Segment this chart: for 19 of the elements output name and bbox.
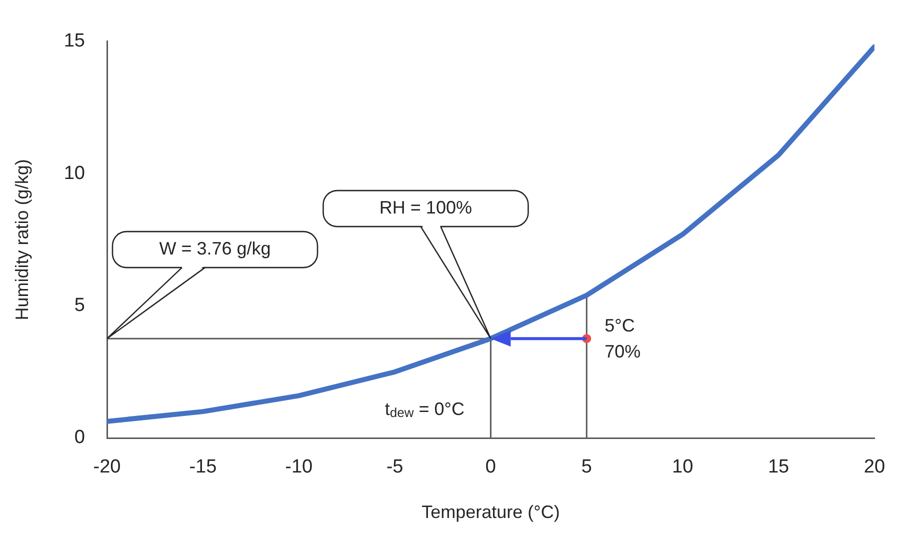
y-tick-label: 0 xyxy=(74,427,85,448)
y-tick-label: 5 xyxy=(74,295,85,316)
x-tick-label: -10 xyxy=(285,456,313,478)
y-tick-label: 15 xyxy=(64,30,85,52)
x-tick-label: -20 xyxy=(93,456,121,478)
annotation: W = 3.76 g/kg xyxy=(159,238,271,258)
x-tick-label: 20 xyxy=(864,456,886,478)
x-axis-title: Temperature (°C) xyxy=(422,502,560,522)
x-tick-label: 10 xyxy=(672,456,694,478)
annotation: 5°C 70% xyxy=(604,315,641,362)
x-tick-label: 5 xyxy=(581,456,592,478)
x-tick-label: -15 xyxy=(189,456,217,478)
annotation: RH = 100% xyxy=(379,197,472,218)
x-tick-label: 15 xyxy=(768,456,790,478)
y-axis-title: Humidity ratio (g/kg) xyxy=(12,159,32,320)
x-tick-label: -5 xyxy=(386,456,404,478)
annotation: t$_{dew}$ = 0°C xyxy=(384,398,465,420)
x-tick-label: 0 xyxy=(485,456,496,478)
y-tick-label: 10 xyxy=(64,162,85,184)
